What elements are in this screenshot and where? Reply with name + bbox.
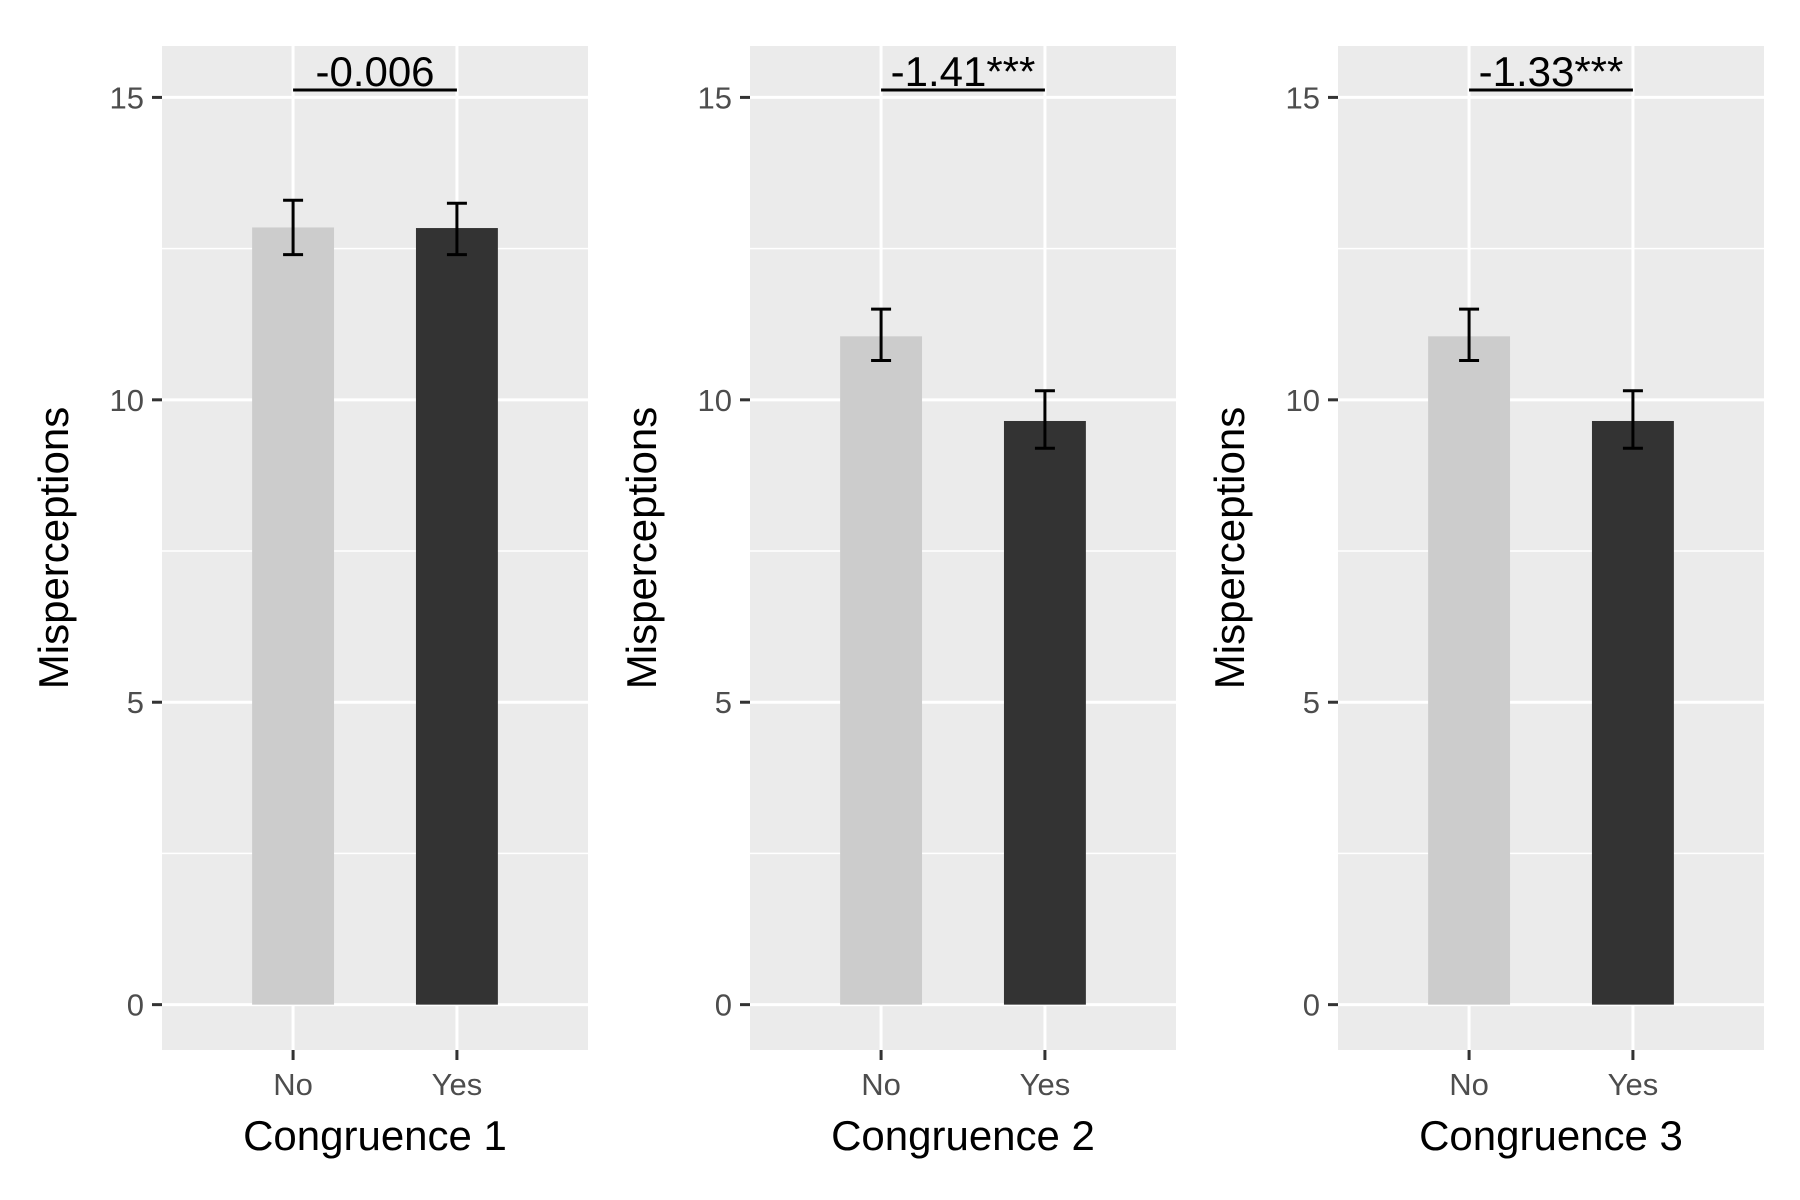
bar-yes [1003, 420, 1086, 1005]
x-axis-title: Congruence 3 [1419, 1112, 1683, 1159]
error-bar-yes [1622, 389, 1643, 450]
x-tick-label: No [1449, 1067, 1489, 1102]
bar-no [252, 227, 335, 1005]
x-tick-label: No [273, 1067, 313, 1102]
y-tick-label: 5 [1303, 685, 1320, 720]
error-bar-yes [446, 201, 467, 257]
y-tick-label: 5 [127, 685, 144, 720]
y-tick-label: 15 [110, 80, 144, 115]
chart-panel-1: -0.006 0 5 10 15 No Yes Congruence 1 Mispercepti… [30, 46, 588, 1159]
panel-background [162, 46, 588, 1050]
bar-no [1428, 336, 1511, 1005]
y-tick-label: 0 [1303, 988, 1320, 1023]
panel-background [750, 46, 1176, 1050]
x-tick-label: Yes [432, 1067, 483, 1102]
effect-annotation: -0.006 [315, 48, 434, 95]
y-tick-label: 0 [715, 988, 732, 1023]
error-bar-no [871, 307, 892, 363]
y-axis-title: Misperceptions [1206, 407, 1253, 689]
bar-yes [1591, 420, 1674, 1005]
bar-no [840, 336, 923, 1005]
y-tick-label: 10 [698, 383, 732, 418]
y-tick-label: 15 [1286, 80, 1320, 115]
y-axis-title: Misperceptions [30, 407, 77, 689]
chart-panel-3: -1.33*** 0 5 10 15 No Yes Congruence 3 Mispercep… [1206, 46, 1764, 1159]
y-tick-label: 10 [110, 383, 144, 418]
error-bar-yes [1034, 389, 1055, 450]
x-tick-label: Yes [1608, 1067, 1659, 1102]
error-bar-no [1459, 307, 1480, 363]
y-tick-label: 5 [715, 685, 732, 720]
panel-background [1338, 46, 1764, 1050]
effect-annotation: -1.33*** [1479, 48, 1624, 95]
bar-yes [415, 228, 498, 1005]
x-axis-title: Congruence 2 [831, 1112, 1095, 1159]
error-bar-no [283, 198, 304, 257]
x-tick-label: No [861, 1067, 901, 1102]
chart-panel-2: -1.41*** 0 5 10 15 No Yes Congruence 2 Mispercep… [618, 46, 1176, 1159]
y-tick-label: 10 [1286, 383, 1320, 418]
x-tick-label: Yes [1020, 1067, 1071, 1102]
x-axis-title: Congruence 1 [243, 1112, 507, 1159]
y-tick-label: 15 [698, 80, 732, 115]
y-tick-label: 0 [127, 988, 144, 1023]
effect-annotation: -1.41*** [891, 48, 1036, 95]
y-axis-title: Misperceptions [618, 407, 665, 689]
